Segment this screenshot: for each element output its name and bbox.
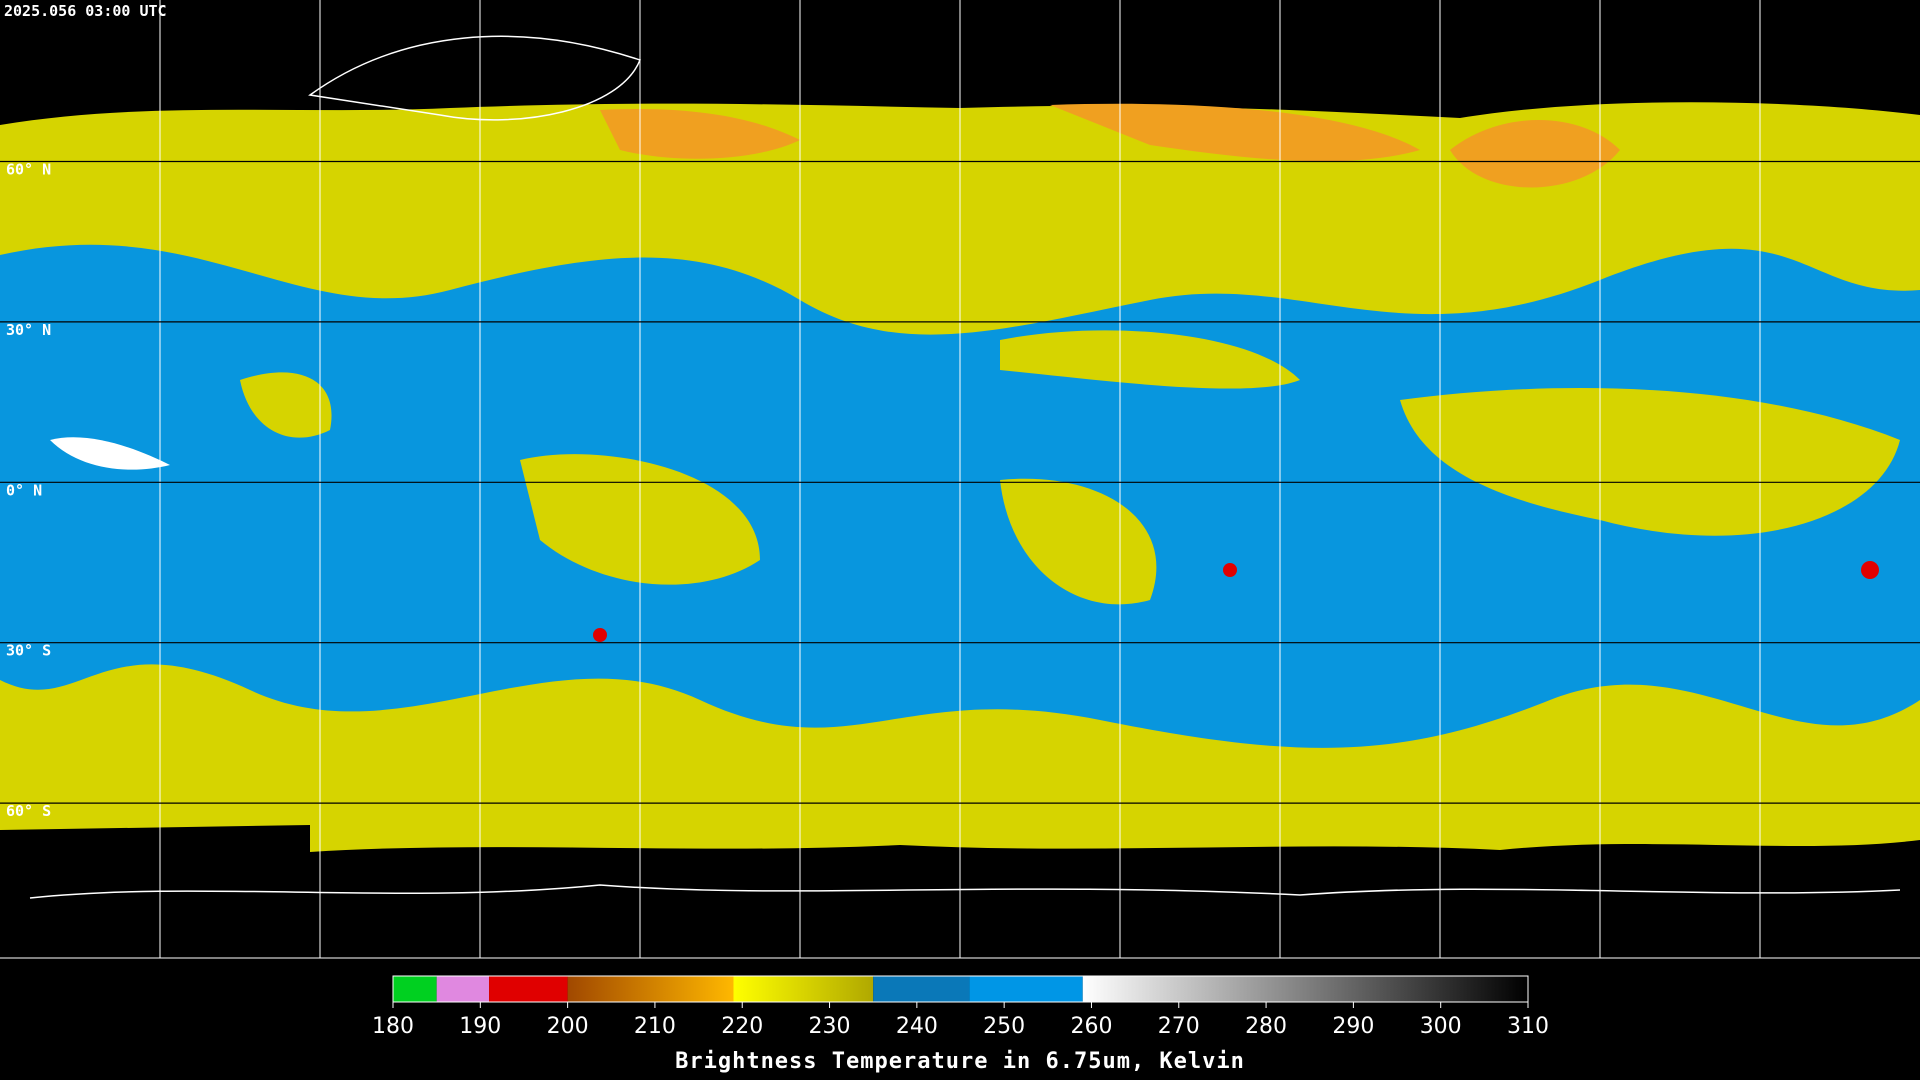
- lat-label: 0° N: [6, 481, 42, 499]
- colorbar-tick-label: 300: [1420, 1014, 1462, 1039]
- colorbar-tick-label: 250: [983, 1014, 1025, 1039]
- colorbar-segment: [567, 976, 734, 1002]
- graticule: 60° N 30° N 0° N 30° S 60° S: [0, 0, 1920, 959]
- colorbar-segment: [393, 976, 437, 1002]
- colorbar-tick-label: 230: [809, 1014, 851, 1039]
- colorbar-tick-label: 190: [459, 1014, 501, 1039]
- colorbar-tick-label: 200: [547, 1014, 589, 1039]
- storm-core: [1223, 563, 1237, 577]
- colorbar-tick-label: 270: [1158, 1014, 1200, 1039]
- colorbar-segment: [733, 976, 874, 1002]
- colorbar-segment: [969, 976, 1083, 1002]
- colorbar: 180 190 200 210 220 230 240 250 260 270 280 290 300 3…: [372, 975, 1549, 1039]
- colorbar-segment: [436, 976, 490, 1002]
- colorbar-frame: [392, 975, 1529, 1003]
- colorbar-segment: [873, 976, 970, 1002]
- colorbar-title: Brightness Temperature in 6.75um, Kelvin: [675, 1049, 1245, 1074]
- colorbar-segment: [1082, 976, 1528, 1002]
- lat-label: 60° N: [6, 161, 51, 179]
- colorbar-tick-label: 240: [896, 1014, 938, 1039]
- colorbar-tick-label: 260: [1070, 1014, 1112, 1039]
- warm-dry-spot: [50, 437, 170, 470]
- lat-label: 60° S: [6, 802, 51, 820]
- storm-core: [1861, 561, 1879, 579]
- colorbar-tick-label: 290: [1332, 1014, 1374, 1039]
- colorbar-tick-label: 280: [1245, 1014, 1287, 1039]
- storm-core: [593, 628, 607, 642]
- colorbar-segment: [489, 976, 568, 1002]
- lat-label: 30° S: [6, 642, 51, 660]
- colorbar-tick-label: 180: [372, 1014, 414, 1039]
- colorbar-tick-label: 210: [634, 1014, 676, 1039]
- timestamp: 2025.056 03:00 UTC: [4, 2, 167, 20]
- colorbar-tick-label: 220: [721, 1014, 763, 1039]
- lat-label: 30° N: [6, 321, 51, 339]
- cold-cloud-region: [600, 103, 1620, 188]
- colorbar-tick-label: 310: [1507, 1014, 1549, 1039]
- convective-cloud: [240, 330, 1900, 605]
